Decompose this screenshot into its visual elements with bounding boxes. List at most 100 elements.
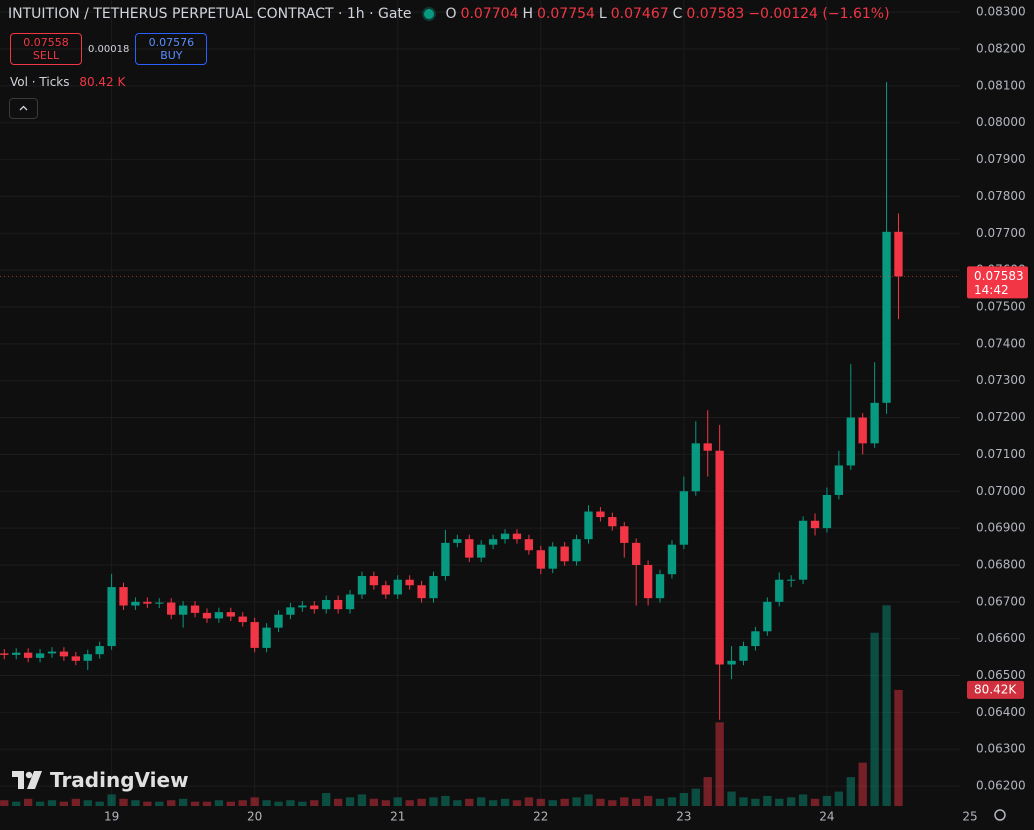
candle-body <box>703 443 712 451</box>
spread: 0.00018 <box>88 43 130 55</box>
y-tick-label: 0.08000 <box>976 115 1026 129</box>
candle-body <box>71 656 80 661</box>
volume-bar <box>798 794 808 806</box>
volume-name: Vol · Ticks <box>10 75 70 89</box>
volume-bar <box>715 722 724 806</box>
volume-bar <box>47 800 57 806</box>
high-value: 0.07754 <box>537 6 595 22</box>
candle-body <box>679 491 689 545</box>
candle-body <box>178 605 188 615</box>
candle-body <box>393 579 402 595</box>
volume-bar <box>119 798 128 806</box>
sell-price: 0.07558 <box>23 36 69 49</box>
candle-body <box>226 612 235 617</box>
volume-bar <box>381 800 390 806</box>
candle-body <box>643 564 653 599</box>
volume-bar <box>393 797 402 806</box>
volume-bar <box>107 794 116 806</box>
volume-bar <box>23 798 33 806</box>
plot <box>0 0 960 806</box>
candle-body <box>882 231 891 403</box>
volume-bar <box>453 800 462 806</box>
volume-bar <box>691 788 700 806</box>
y-tick-label: 0.06500 <box>976 668 1026 682</box>
logo-icon <box>12 771 42 789</box>
volume-bar <box>12 801 21 806</box>
collapse-button[interactable] <box>9 98 38 119</box>
trade-panel: 0.07558 SELL 0.00018 0.07576 BUY <box>10 33 208 65</box>
legend-header: INTUITION / TETHERUS PERPETUAL CONTRACT … <box>8 6 890 22</box>
status-dot <box>421 7 436 21</box>
x-tick-label: 24 <box>819 810 834 824</box>
volume-bar <box>465 798 474 806</box>
volume-bar <box>703 777 712 806</box>
price-tag-value: 0.07583 <box>974 269 1024 283</box>
volume-bar <box>643 795 653 806</box>
candle-body <box>870 402 879 444</box>
volume-bar <box>882 605 891 806</box>
volume-bar <box>739 797 748 806</box>
y-tick-label: 0.06700 <box>976 594 1026 608</box>
volume-bar <box>143 801 152 806</box>
volume-bar <box>477 797 486 806</box>
price-tag <box>967 266 1028 299</box>
volume-bar <box>214 800 224 806</box>
volume-bar <box>429 797 438 806</box>
volume-bar <box>632 798 641 806</box>
x-tick-label: 19 <box>104 810 119 824</box>
low-letter: L <box>598 6 607 22</box>
candle-body <box>429 576 438 599</box>
volume-bar <box>298 801 307 806</box>
y-tick-label: 0.07900 <box>976 152 1026 166</box>
volume-bar <box>548 800 557 806</box>
y-tick-label: 0.07300 <box>976 373 1026 387</box>
logo-text: TradingView <box>50 768 189 792</box>
candle-body <box>787 579 796 581</box>
candle-body <box>143 601 152 604</box>
close-letter: C <box>672 6 683 22</box>
candle-body <box>83 654 92 661</box>
candle-body <box>35 653 45 658</box>
volume-bar <box>858 762 867 806</box>
buy-price: 0.07576 <box>148 36 195 49</box>
candle-body <box>202 612 212 619</box>
volume-bar <box>894 689 903 806</box>
volume-bar <box>536 798 545 806</box>
candle-body <box>500 533 510 540</box>
candle-body <box>155 602 164 604</box>
candle-body <box>512 533 522 540</box>
y-tick-label: 0.07800 <box>976 189 1026 203</box>
volume-bar <box>357 794 367 806</box>
candle-body <box>560 546 569 562</box>
volume-bar <box>333 798 343 806</box>
volume-bar <box>667 797 677 806</box>
candle-body <box>858 417 867 444</box>
volume-bar <box>441 795 450 806</box>
volume-bar <box>35 801 45 806</box>
candle-body <box>763 601 772 632</box>
candle-body <box>0 653 9 655</box>
volume-bar <box>524 797 534 806</box>
candle-body <box>131 601 140 606</box>
volume-bar <box>262 800 271 806</box>
open-letter: O <box>445 6 457 22</box>
candle-body <box>572 539 581 562</box>
y-tick-label: 0.08100 <box>976 78 1026 92</box>
candle-body <box>465 539 474 558</box>
time-axis <box>0 806 1034 830</box>
volume-bar <box>727 791 736 806</box>
candle-body <box>834 465 844 495</box>
candle-body <box>822 494 832 529</box>
y-tick-label: 0.07100 <box>976 447 1026 461</box>
sell-button[interactable]: 0.07558 SELL <box>10 33 82 65</box>
sell-label: SELL <box>32 49 60 62</box>
y-tick-label: 0.08300 <box>976 5 1026 19</box>
volume-bar <box>787 797 796 806</box>
candle-body <box>441 542 450 577</box>
buy-button[interactable]: 0.07576 BUY <box>135 33 208 65</box>
volume-bar <box>202 801 212 806</box>
volume-bar <box>596 798 605 806</box>
y-tick-label: 0.07500 <box>976 299 1026 313</box>
